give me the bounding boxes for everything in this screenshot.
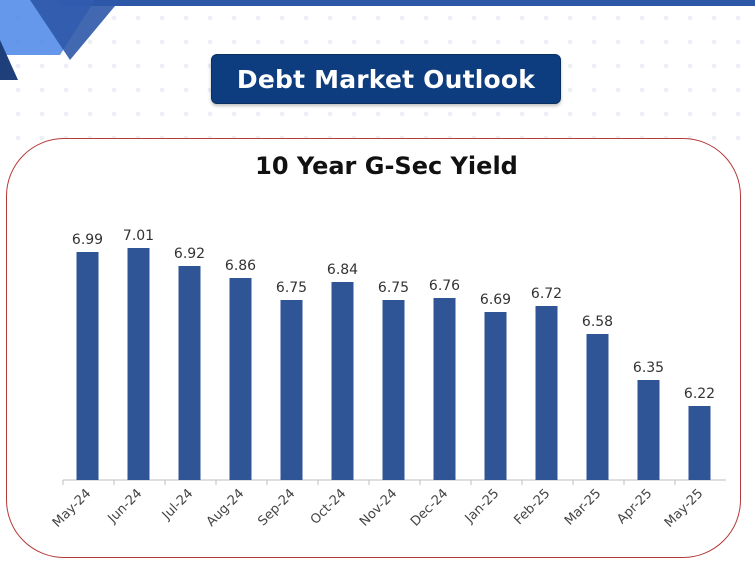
bar-may-24	[76, 252, 99, 480]
bar-data-label: 6.72	[531, 286, 562, 302]
x-tick-label: Jun-24	[105, 486, 146, 527]
x-tick-label: Feb-25	[511, 486, 553, 528]
x-tick-label: Jul-24	[159, 486, 196, 523]
page-title-box: Debt Market Outlook	[211, 54, 561, 104]
x-tick-label: Sep-24	[255, 486, 298, 529]
bar-data-label: 6.75	[276, 280, 307, 296]
top-accent-line	[60, 0, 755, 6]
bar-data-label: 6.69	[480, 292, 511, 308]
bar-data-label: 6.99	[72, 232, 103, 248]
bar-jul-24	[178, 266, 201, 480]
bar-mar-25	[586, 334, 609, 480]
bar-data-label: 6.86	[225, 258, 256, 274]
bar-data-label: 6.75	[378, 280, 409, 296]
chart-title: 10 Year G-Sec Yield	[255, 152, 518, 180]
x-tick-label: Jan-25	[462, 486, 503, 527]
bar-data-label: 6.22	[684, 386, 715, 402]
x-tick-label: Aug-24	[204, 486, 248, 530]
bar-data-label: 6.76	[429, 278, 460, 294]
bar-feb-25	[535, 306, 558, 480]
bar-data-label: 6.84	[327, 262, 358, 278]
bar-sep-24	[280, 300, 303, 480]
x-tick-label: May-24	[50, 486, 94, 530]
bar-data-label: 6.58	[582, 314, 613, 330]
bar-jun-24	[127, 248, 150, 480]
bar-data-label: 7.01	[123, 228, 154, 244]
bar-data-label: 6.35	[633, 360, 664, 376]
x-tick-label: Nov-24	[357, 486, 400, 529]
bar-apr-25	[637, 380, 660, 480]
bar-data-label: 6.92	[174, 246, 205, 262]
x-tick-label: Apr-25	[614, 486, 655, 527]
bar-jan-25	[484, 312, 507, 480]
bar-dec-24	[433, 298, 456, 480]
x-tick-label: May-25	[662, 486, 706, 530]
bar-aug-24	[229, 278, 252, 480]
x-tick-label: Mar-25	[562, 486, 604, 528]
bar-may-25	[688, 406, 711, 480]
x-tick-label: Dec-24	[408, 486, 451, 529]
bar-nov-24	[382, 300, 405, 480]
corner-decoration	[0, 0, 120, 80]
page-title: Debt Market Outlook	[236, 64, 536, 94]
x-tick-label: Oct-24	[308, 486, 350, 528]
bar-oct-24	[331, 282, 354, 480]
